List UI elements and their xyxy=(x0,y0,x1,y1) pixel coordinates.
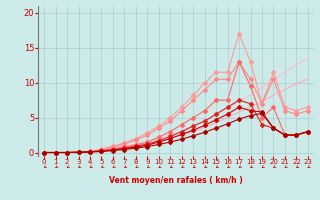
X-axis label: Vent moyen/en rafales ( km/h ): Vent moyen/en rafales ( km/h ) xyxy=(109,176,243,185)
